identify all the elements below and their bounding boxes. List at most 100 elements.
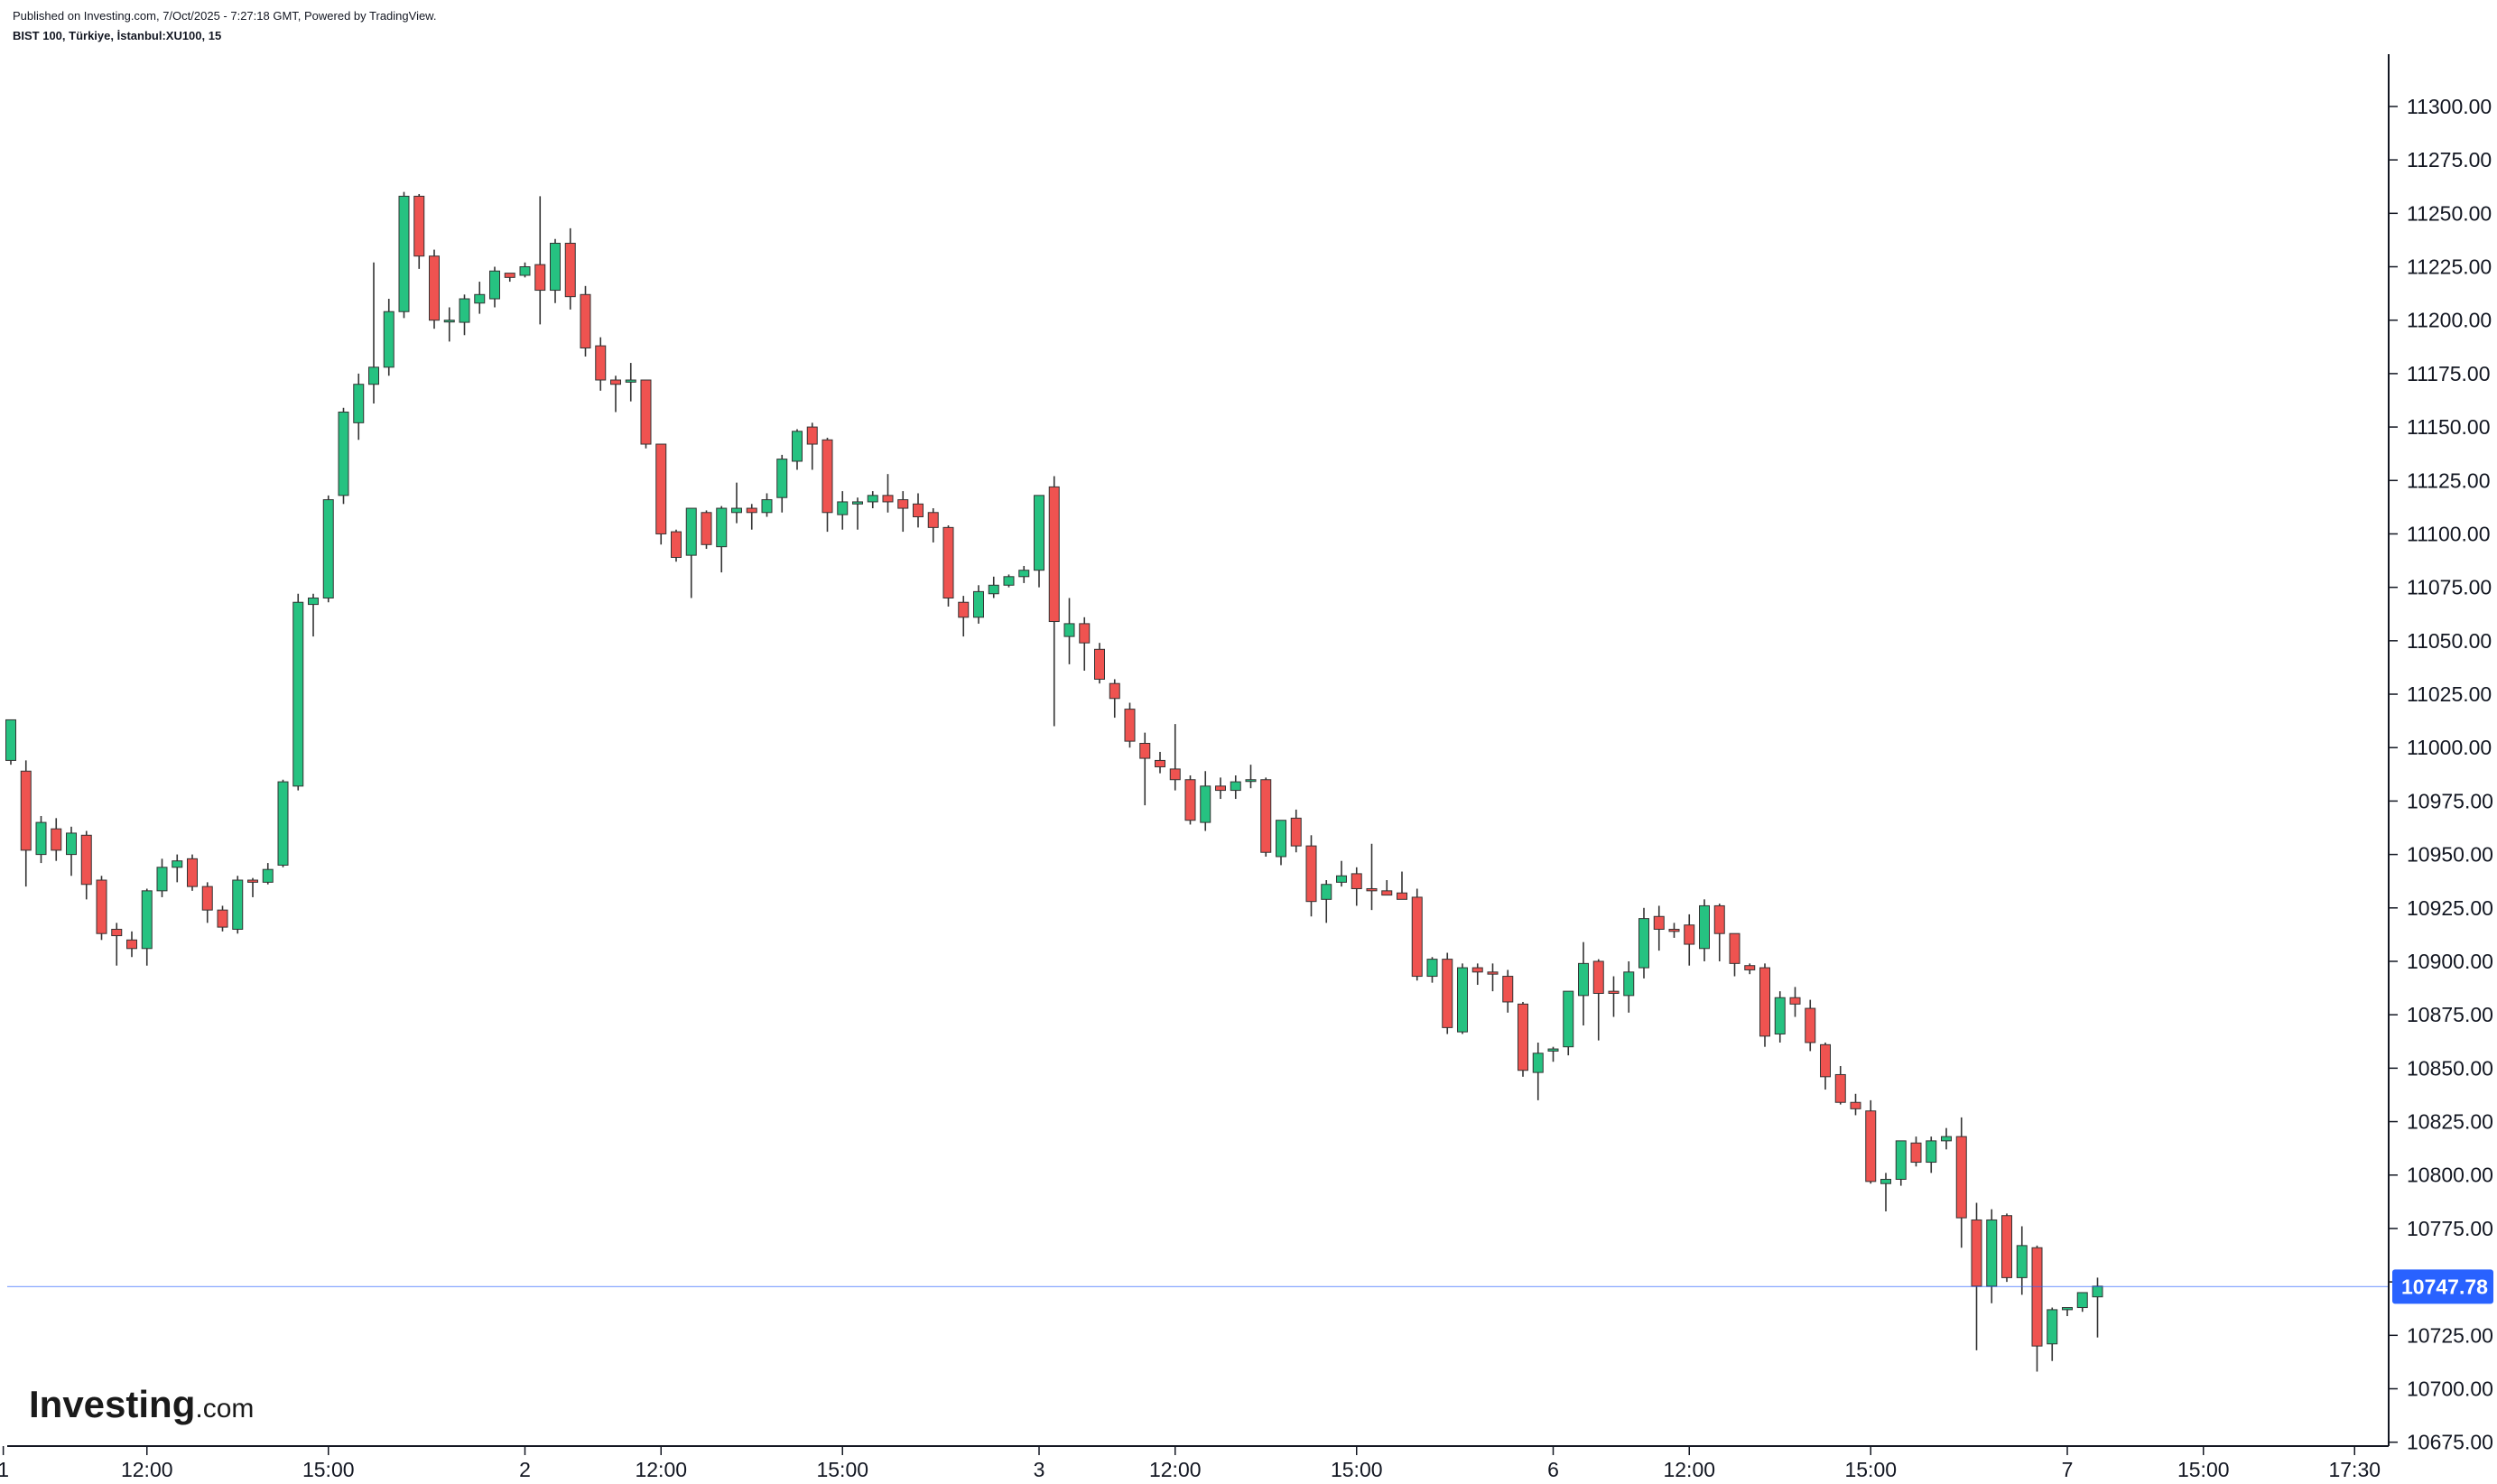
candle[interactable] [1941,1127,1952,1150]
candle[interactable] [322,495,334,603]
candle[interactable] [1471,963,1483,986]
candle[interactable] [1366,843,1378,911]
candle[interactable] [1245,765,1257,789]
candle[interactable] [1124,702,1136,748]
candle[interactable] [1820,1042,1831,1090]
candle[interactable] [1713,904,1725,961]
candle[interactable] [897,491,909,533]
candle[interactable] [96,876,107,941]
candle[interactable] [716,505,728,573]
candle[interactable] [459,294,470,336]
candle[interactable] [1805,999,1816,1052]
candle[interactable] [595,337,607,391]
candle[interactable] [867,491,878,509]
candle[interactable] [232,876,244,934]
candle[interactable] [262,863,274,885]
candle[interactable] [489,266,500,308]
candle[interactable] [822,437,833,533]
candle[interactable] [882,474,894,513]
candle[interactable] [80,830,92,900]
candle[interactable] [201,882,213,923]
candle[interactable] [217,905,228,932]
candle[interactable] [1290,809,1302,853]
candle[interactable] [1850,1093,1861,1116]
candle[interactable] [1774,991,1786,1043]
candle[interactable] [2016,1226,2028,1295]
candle[interactable] [1744,963,1756,975]
candle[interactable] [126,931,137,958]
candle[interactable] [1336,860,1347,887]
candle[interactable] [806,422,818,470]
candle[interactable] [368,262,379,404]
candle[interactable] [141,888,153,966]
candle[interactable] [1578,941,1589,1026]
candle[interactable] [1442,952,1453,1034]
candle[interactable] [1426,957,1438,983]
candle[interactable] [1895,1140,1907,1186]
candle[interactable] [988,576,999,598]
candle[interactable] [1759,963,1770,1047]
candle[interactable] [534,196,546,325]
candle[interactable] [1789,987,1801,1017]
candle[interactable] [398,191,410,319]
candle[interactable] [1834,1065,1846,1105]
candle[interactable] [292,593,304,791]
candle[interactable] [640,379,652,449]
candle[interactable] [610,376,621,413]
candle[interactable] [1094,643,1105,684]
candle[interactable] [1699,899,1710,961]
candle[interactable] [1260,777,1272,857]
candle[interactable] [1865,1099,1877,1184]
candle[interactable] [1381,880,1393,896]
candle[interactable] [958,596,970,637]
candle[interactable] [852,497,863,530]
candle[interactable] [685,507,697,598]
candle[interactable] [1200,771,1211,831]
candle[interactable] [1155,751,1165,774]
candle[interactable] [1623,960,1635,1013]
candle[interactable] [247,877,258,897]
candle[interactable] [1063,598,1075,664]
candle[interactable] [1684,914,1695,966]
candle[interactable] [1079,617,1091,671]
candle[interactable] [1487,963,1499,992]
candle[interactable] [655,443,667,545]
candle[interactable] [1411,888,1423,981]
candle[interactable] [1926,1136,1937,1173]
candle[interactable] [837,491,849,530]
candle[interactable] [1880,1173,1891,1211]
candle[interactable] [1276,820,1286,866]
candle[interactable] [1048,476,1060,727]
candle[interactable] [2062,1307,2073,1317]
candle[interactable] [1003,574,1015,588]
candle[interactable] [383,299,395,376]
candle[interactable] [277,779,289,867]
candle[interactable] [564,227,576,310]
candle[interactable] [1547,1046,1559,1062]
candle[interactable] [66,826,77,876]
candle[interactable] [5,719,16,765]
candle[interactable] [1230,774,1241,800]
candle[interactable] [51,818,62,861]
candle[interactable] [1215,777,1226,800]
candle[interactable] [1910,1136,1922,1167]
candle[interactable] [20,760,32,887]
candle[interactable] [1109,679,1120,719]
candle[interactable] [731,482,742,524]
candle[interactable] [1018,565,1030,583]
candle[interactable] [2031,1245,2043,1372]
candle[interactable] [746,504,757,530]
candle[interactable] [1668,923,1680,938]
candle[interactable] [187,854,198,891]
candle[interactable] [1457,963,1468,1034]
candle[interactable] [519,262,531,278]
candle[interactable] [504,273,515,283]
candle[interactable] [413,194,425,269]
candle[interactable] [1305,835,1317,917]
candle[interactable] [973,585,984,624]
candle[interactable] [1169,724,1181,791]
candle[interactable] [111,923,123,966]
candle[interactable] [1532,1042,1544,1100]
candle[interactable] [761,493,773,517]
candle[interactable] [625,363,636,402]
